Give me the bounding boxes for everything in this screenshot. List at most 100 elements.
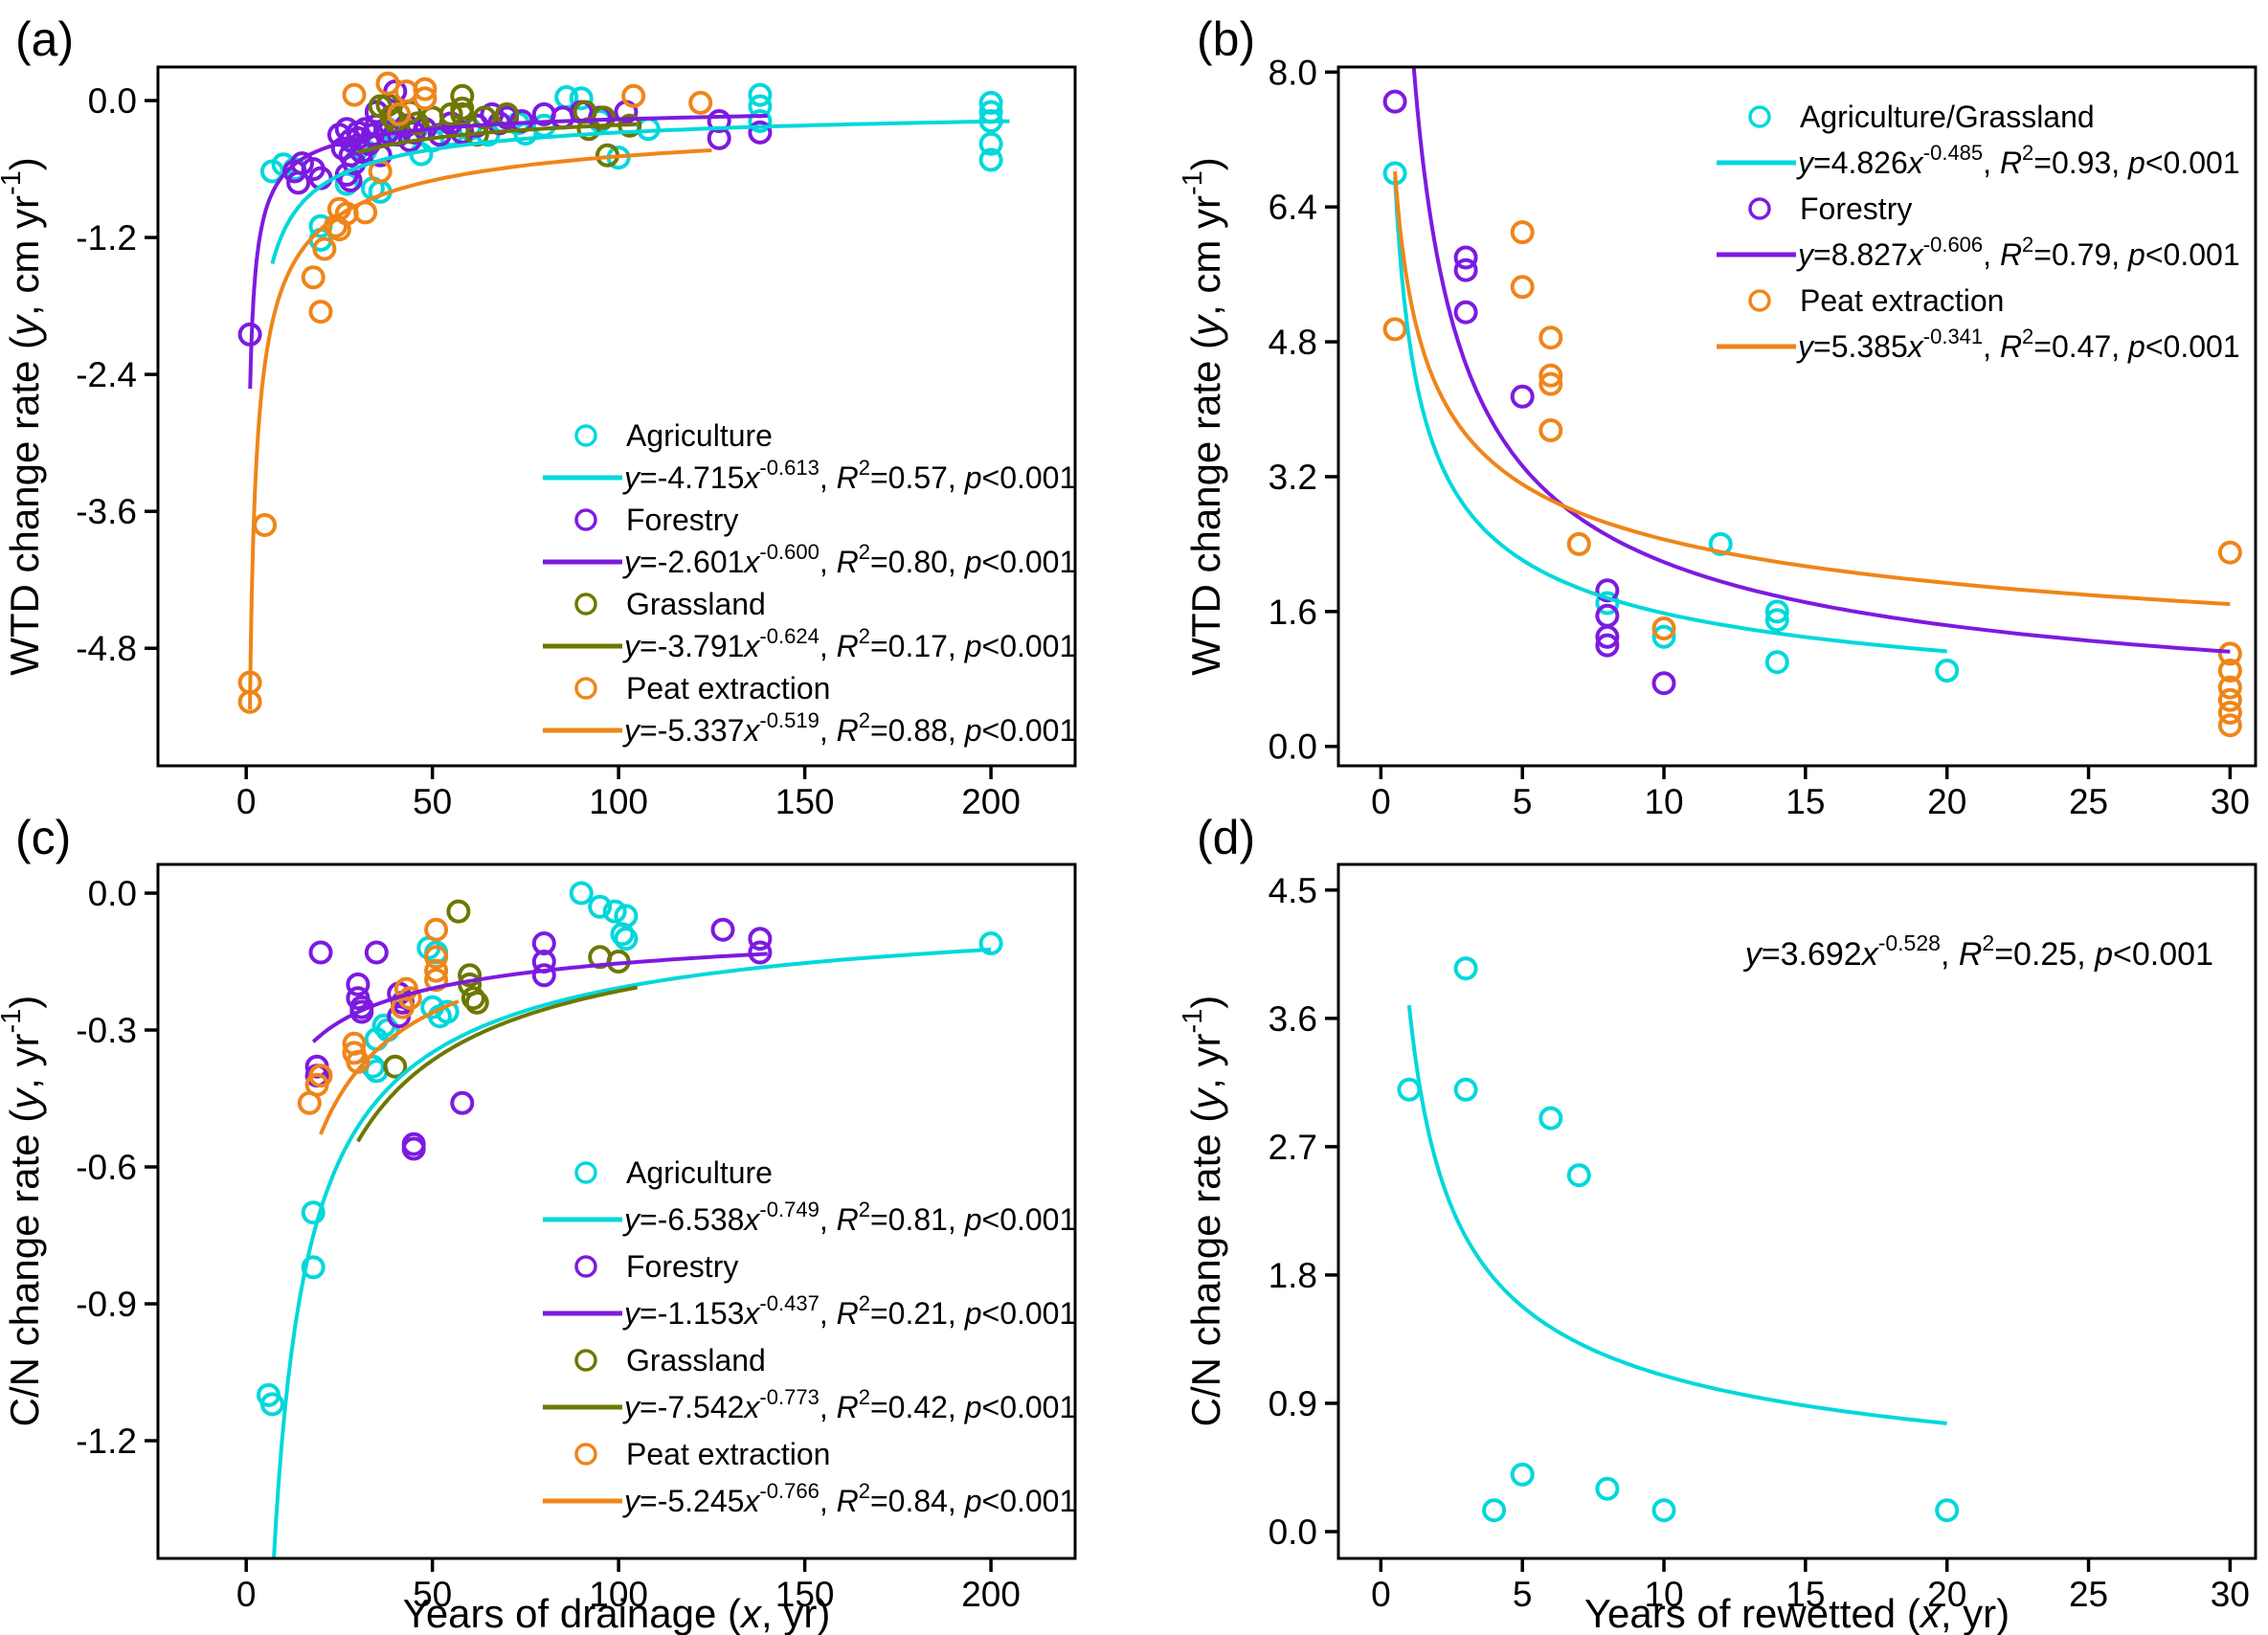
data-point	[1595, 603, 1620, 628]
legend-series-name: Agriculture	[626, 1155, 773, 1190]
data-point	[401, 1136, 426, 1161]
legend-marker-icon	[574, 593, 597, 616]
legend-series-name: Agriculture	[626, 418, 773, 453]
data-point	[301, 1200, 326, 1225]
data-point	[688, 90, 713, 115]
data-point	[1538, 371, 1563, 396]
data-point	[1482, 1498, 1507, 1523]
panel-b-frame	[1336, 65, 2257, 768]
fit-line-d-0	[1406, 1004, 1947, 1425]
legend-equation: y=-1.153x-0.437, R2=0.21, p<0.001	[622, 1291, 1076, 1331]
x-tick-label: 15	[1785, 1575, 1825, 1614]
y-tick-label: 0.0	[88, 874, 137, 913]
data-point	[2217, 687, 2242, 712]
y-tick-label: -0.3	[76, 1011, 137, 1050]
x-tick-label: 5	[1513, 1575, 1533, 1614]
data-point	[2217, 540, 2242, 565]
legend-equation: y=-3.791x-0.624, R2=0.17, p<0.001	[622, 624, 1076, 663]
y-tick-label: 1.6	[1269, 593, 1317, 632]
legend-marker-icon	[574, 1255, 597, 1278]
data-point	[1453, 1077, 1478, 1102]
legend-series-name: Forestry	[626, 503, 738, 537]
x-tick-label: 200	[961, 782, 1021, 821]
data-point	[978, 131, 1003, 156]
x-tick-label: 30	[2211, 1575, 2250, 1614]
legend-equation: y=-5.245x-0.766, R2=0.84, p<0.001	[622, 1479, 1076, 1518]
data-point	[413, 86, 438, 111]
panel-c-series-2-points	[383, 899, 631, 1079]
fit-line-c-0	[272, 947, 992, 1558]
x-tick-label: 50	[413, 782, 452, 821]
y-tick-label: 1.8	[1269, 1256, 1317, 1295]
fit-line-a-2	[357, 122, 638, 155]
data-point	[1935, 659, 1960, 683]
x-tick-label: 20	[1927, 782, 1966, 821]
data-point	[301, 1255, 326, 1280]
x-tick-label: 0	[1371, 782, 1391, 821]
data-point	[364, 940, 389, 965]
panel-a-plot-area	[237, 71, 1010, 714]
data-point	[569, 86, 594, 111]
data-point	[2217, 701, 2242, 725]
legend-marker-icon	[574, 1443, 597, 1466]
legend-series-name: Agriculture/Grassland	[1800, 100, 2095, 134]
data-point	[1538, 418, 1563, 442]
panel-a-label: (a)	[15, 12, 75, 66]
legend-series-name: Grassland	[626, 1343, 766, 1377]
data-point	[1538, 1106, 1563, 1131]
x-tick-label: 0	[1371, 1575, 1391, 1614]
legend-marker-icon	[1748, 105, 1771, 128]
y-tick-label: 3.2	[1269, 458, 1317, 497]
panel-d-plot-area	[1397, 956, 1960, 1523]
fit-line-b-0	[1393, 176, 1947, 654]
fit-line-a-3	[248, 148, 712, 710]
panel-d-y-axis-title: C/N change rate (y, yr-1)	[1178, 996, 1228, 1427]
legend-series-name: Forestry	[626, 1249, 738, 1284]
y-tick-label: 4.8	[1269, 323, 1317, 362]
legend-equation: y=-2.601x-0.600, R2=0.80, p<0.001	[622, 540, 1076, 579]
panel-b-label: (b)	[1197, 12, 1256, 66]
data-point	[569, 881, 594, 906]
data-point	[472, 105, 497, 130]
fit-line-a-1	[248, 114, 768, 390]
panel-d-equation-annotation: y=3.692x-0.528, R2=0.25, p<0.001	[1743, 930, 2213, 973]
legend-marker-icon	[574, 1161, 597, 1184]
data-point	[531, 963, 556, 988]
data-point	[1453, 956, 1478, 981]
data-point	[1595, 633, 1620, 658]
data-point	[1764, 599, 1789, 624]
data-point	[2217, 659, 2242, 683]
data-point	[1453, 258, 1478, 282]
data-point	[978, 147, 1003, 172]
fit-line-b-2	[1393, 170, 2231, 607]
legend-equation: y=-5.337x-0.519, R2=0.88, p<0.001	[622, 708, 1076, 748]
legend-marker-icon	[1748, 197, 1771, 220]
y-tick-label: 8.0	[1269, 53, 1317, 92]
data-point	[1651, 1498, 1676, 1523]
legend-equation: y=4.826x-0.485, R2=0.93, p<0.001	[1796, 141, 2240, 180]
data-point	[748, 82, 773, 107]
data-point	[387, 101, 412, 126]
data-point	[1651, 616, 1676, 640]
fit-line-c-1	[311, 952, 768, 1043]
fit-line-c-2	[356, 985, 638, 1143]
data-point	[1595, 1476, 1620, 1501]
data-point	[438, 101, 463, 126]
data-point	[1595, 578, 1620, 603]
data-point	[1453, 300, 1478, 325]
x-tick-label: 10	[1644, 1575, 1683, 1614]
panel-a-series-1-points	[237, 79, 773, 347]
x-tick-label: 15	[1785, 782, 1825, 821]
y-tick-label: -3.6	[76, 492, 137, 531]
data-point	[424, 958, 449, 983]
data-point	[349, 999, 374, 1024]
fit-line-b-1	[1411, 67, 2231, 654]
data-point	[424, 917, 449, 942]
data-point	[460, 986, 485, 1011]
data-point	[588, 894, 613, 919]
panel-c-frame	[156, 862, 1077, 1560]
data-point	[1651, 671, 1676, 696]
data-point	[610, 922, 635, 947]
legend-equation: y=8.827x-0.606, R2=0.79, p<0.001	[1796, 233, 2240, 272]
